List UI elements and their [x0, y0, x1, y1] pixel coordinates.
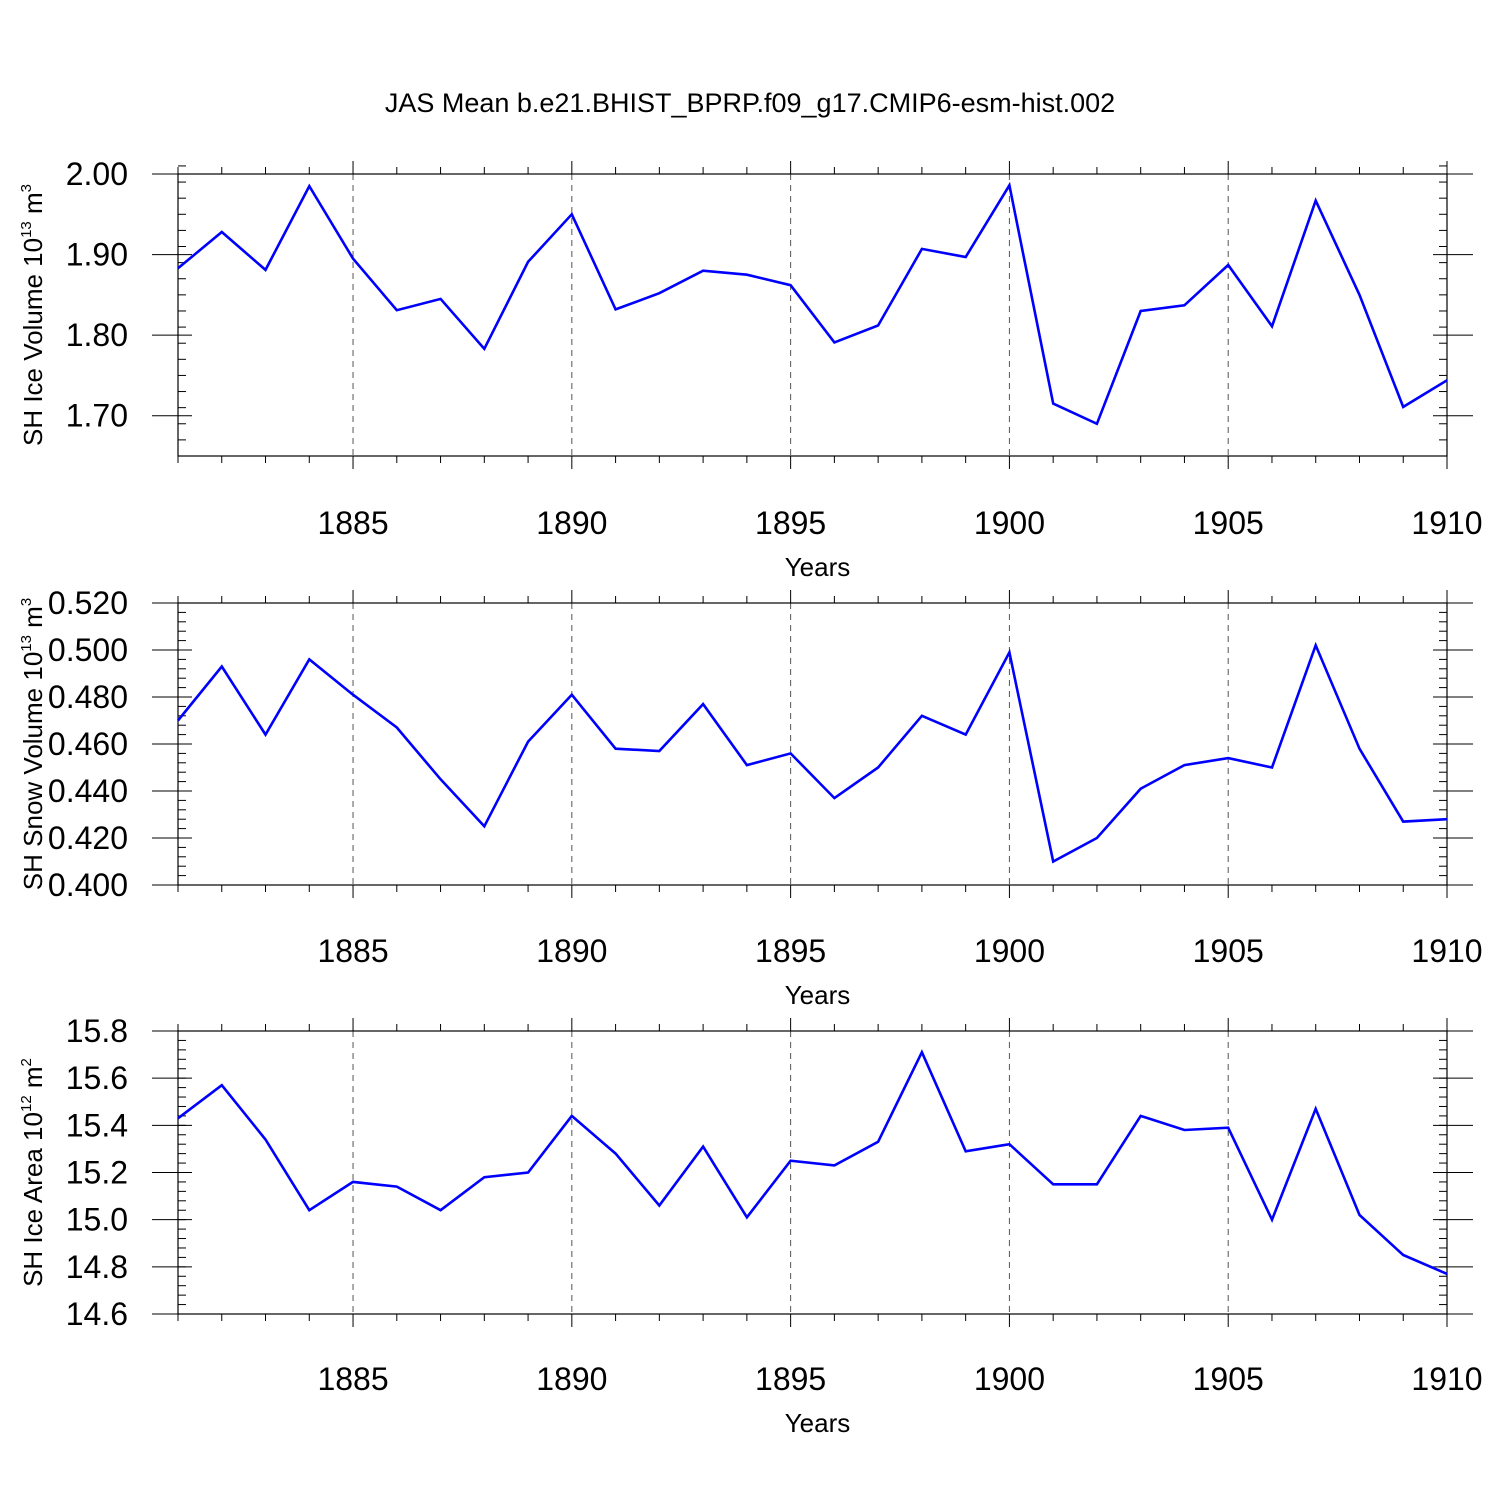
panel-1: 1.70 1.80 1.90 2.00 1885 1890 1895 1900 1905 1910… [18, 156, 1483, 582]
chart-title: JAS Mean b.e21.BHIST_BPRP.f09_g17.CMIP6-… [385, 88, 1115, 118]
y-tick-label: 14.6 [66, 1296, 128, 1332]
x-tick-label: 1900 [974, 1361, 1045, 1397]
plot-frame [177, 1030, 1448, 1315]
x-axis-title: Years [785, 552, 851, 582]
x-tick-label: 1900 [974, 505, 1045, 541]
y-tick-label: 0.520 [48, 585, 128, 621]
x-tick-label: 1885 [317, 505, 388, 541]
x-tick-label: 1890 [536, 505, 607, 541]
x-tick-label: 1895 [755, 933, 826, 969]
y-tick-label: 1.80 [66, 317, 128, 353]
y-tick-label: 14.8 [66, 1249, 128, 1285]
x-tick-label: 1910 [1411, 505, 1482, 541]
panel-2: 0.400 0.420 0.440 0.460 0.480 0.500 0.520 1885 1… [18, 585, 1483, 1010]
x-tick-label: 1895 [755, 1361, 826, 1397]
x-tick-label: 1890 [536, 1361, 607, 1397]
x-tick-label: 1905 [1193, 505, 1264, 541]
x-tick-label: 1905 [1193, 933, 1264, 969]
y-tick-label: 2.00 [66, 156, 128, 192]
y-tick-label: 0.460 [48, 726, 128, 762]
x-tick-label: 1910 [1411, 1361, 1482, 1397]
y-tick-label: 15.0 [66, 1202, 128, 1238]
y-tick-label: 1.90 [66, 237, 128, 273]
series-line-sh-snow-volume [176, 641, 1448, 864]
x-tick-label: 1900 [974, 933, 1045, 969]
plot-frame [177, 602, 1448, 886]
x-tick-label: 1905 [1193, 1361, 1264, 1397]
y-tick-label: 15.6 [66, 1060, 128, 1096]
x-tick-label: 1885 [317, 1361, 388, 1397]
x-axis-title: Years [785, 980, 851, 1010]
y-tick-label: 15.4 [66, 1107, 128, 1143]
panel-3: 14.6 14.8 15.0 15.2 15.4 15.6 15.8 1885 1890 1895… [18, 1013, 1483, 1438]
y-tick-label: 0.400 [48, 867, 128, 903]
y-tick-label: 0.420 [48, 820, 128, 856]
y-tick-label: 0.500 [48, 632, 128, 668]
x-tick-label: 1910 [1411, 933, 1482, 969]
y-axis-title: SH Ice Area 1012 m2 [18, 1058, 48, 1287]
x-tick-label: 1895 [755, 505, 826, 541]
y-axis-title: SH Ice Volume 1013 m3 [18, 184, 48, 446]
y-tick-label: 0.480 [48, 679, 128, 715]
plot-frame [177, 173, 1448, 457]
y-tick-label: 1.70 [66, 398, 128, 434]
y-tick-label: 0.440 [48, 773, 128, 809]
y-axis-title: SH Snow Volume 1013 m3 [18, 598, 48, 890]
y-tick-label: 15.8 [66, 1013, 128, 1049]
x-axis-title: Years [785, 1408, 851, 1438]
x-tick-label: 1890 [536, 933, 607, 969]
x-tick-label: 1885 [317, 933, 388, 969]
series-line-sh-ice-area [177, 1049, 1448, 1276]
series-line-sh-ice-volume [177, 181, 1448, 426]
y-tick-label: 15.2 [66, 1155, 128, 1191]
